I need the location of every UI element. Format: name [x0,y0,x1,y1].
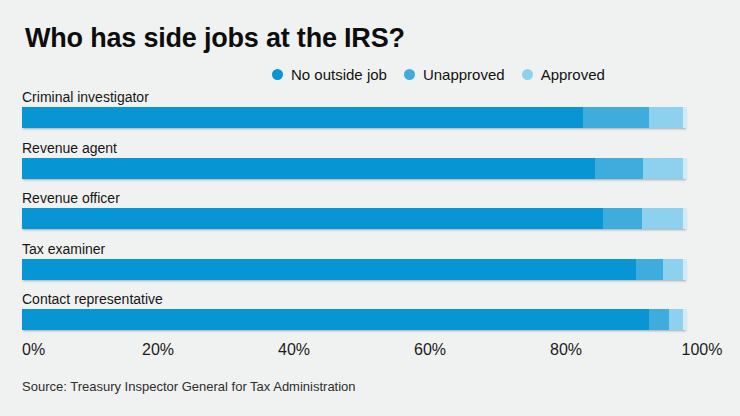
bar-segment-approved [663,259,683,280]
bar-end-cap [683,309,687,330]
bar-segment-no-outside-job [22,107,583,128]
chart: Who has side jobs at the IRS? No outside… [0,0,740,416]
bar-end-cap [683,208,687,229]
bar-segment-approved [649,107,683,128]
x-axis-tick: 100% [682,341,723,359]
bar-segment-unapproved [649,309,669,330]
legend: No outside job Unapproved Approved [272,66,605,83]
category-label: Revenue officer [22,190,120,206]
category-label: Contact representative [22,291,163,307]
bar-segment-unapproved [603,208,642,229]
legend-item-no-outside-job: No outside job [272,66,387,83]
chart-row: Revenue agent [0,140,740,186]
legend-item-approved: Approved [522,66,605,83]
bar-segment-unapproved [583,107,649,128]
stacked-bar [22,158,687,179]
bar-segment-unapproved [595,158,643,179]
source-note: Source: Treasury Inspector General for T… [22,379,356,394]
chart-row: Tax examiner [0,241,740,287]
chart-title: Who has side jobs at the IRS? [25,21,405,55]
chart-row: Criminal investigator [0,89,740,135]
legend-dot-icon [272,69,283,80]
x-axis-tick: 60% [414,341,446,359]
stacked-bar [22,107,687,128]
legend-dot-icon [404,69,415,80]
bar-segment-no-outside-job [22,259,636,280]
bar-segment-approved [643,158,683,179]
category-label: Tax examiner [22,241,105,257]
x-axis-tick: 20% [142,341,174,359]
chart-row: Contact representative [0,291,740,337]
legend-dot-icon [522,69,533,80]
category-label: Criminal investigator [22,89,149,105]
bar-end-cap [683,107,687,128]
legend-label: Unapproved [423,66,505,83]
legend-label: No outside job [291,66,387,83]
bar-segment-no-outside-job [22,309,649,330]
legend-item-unapproved: Unapproved [404,66,505,83]
bar-segment-approved [669,309,683,330]
chart-row: Revenue officer [0,190,740,236]
legend-label: Approved [541,66,605,83]
x-axis-tick: 40% [278,341,310,359]
bar-end-cap [683,259,687,280]
x-axis-tick: 80% [550,341,582,359]
bar-segment-approved [642,208,683,229]
category-label: Revenue agent [22,140,117,156]
bar-segment-no-outside-job [22,208,603,229]
bar-end-cap [683,158,687,179]
stacked-bar [22,309,687,330]
x-axis-tick: 0% [22,341,45,359]
stacked-bar [22,208,687,229]
bar-segment-unapproved [636,259,663,280]
bar-segment-no-outside-job [22,158,595,179]
stacked-bar [22,259,687,280]
